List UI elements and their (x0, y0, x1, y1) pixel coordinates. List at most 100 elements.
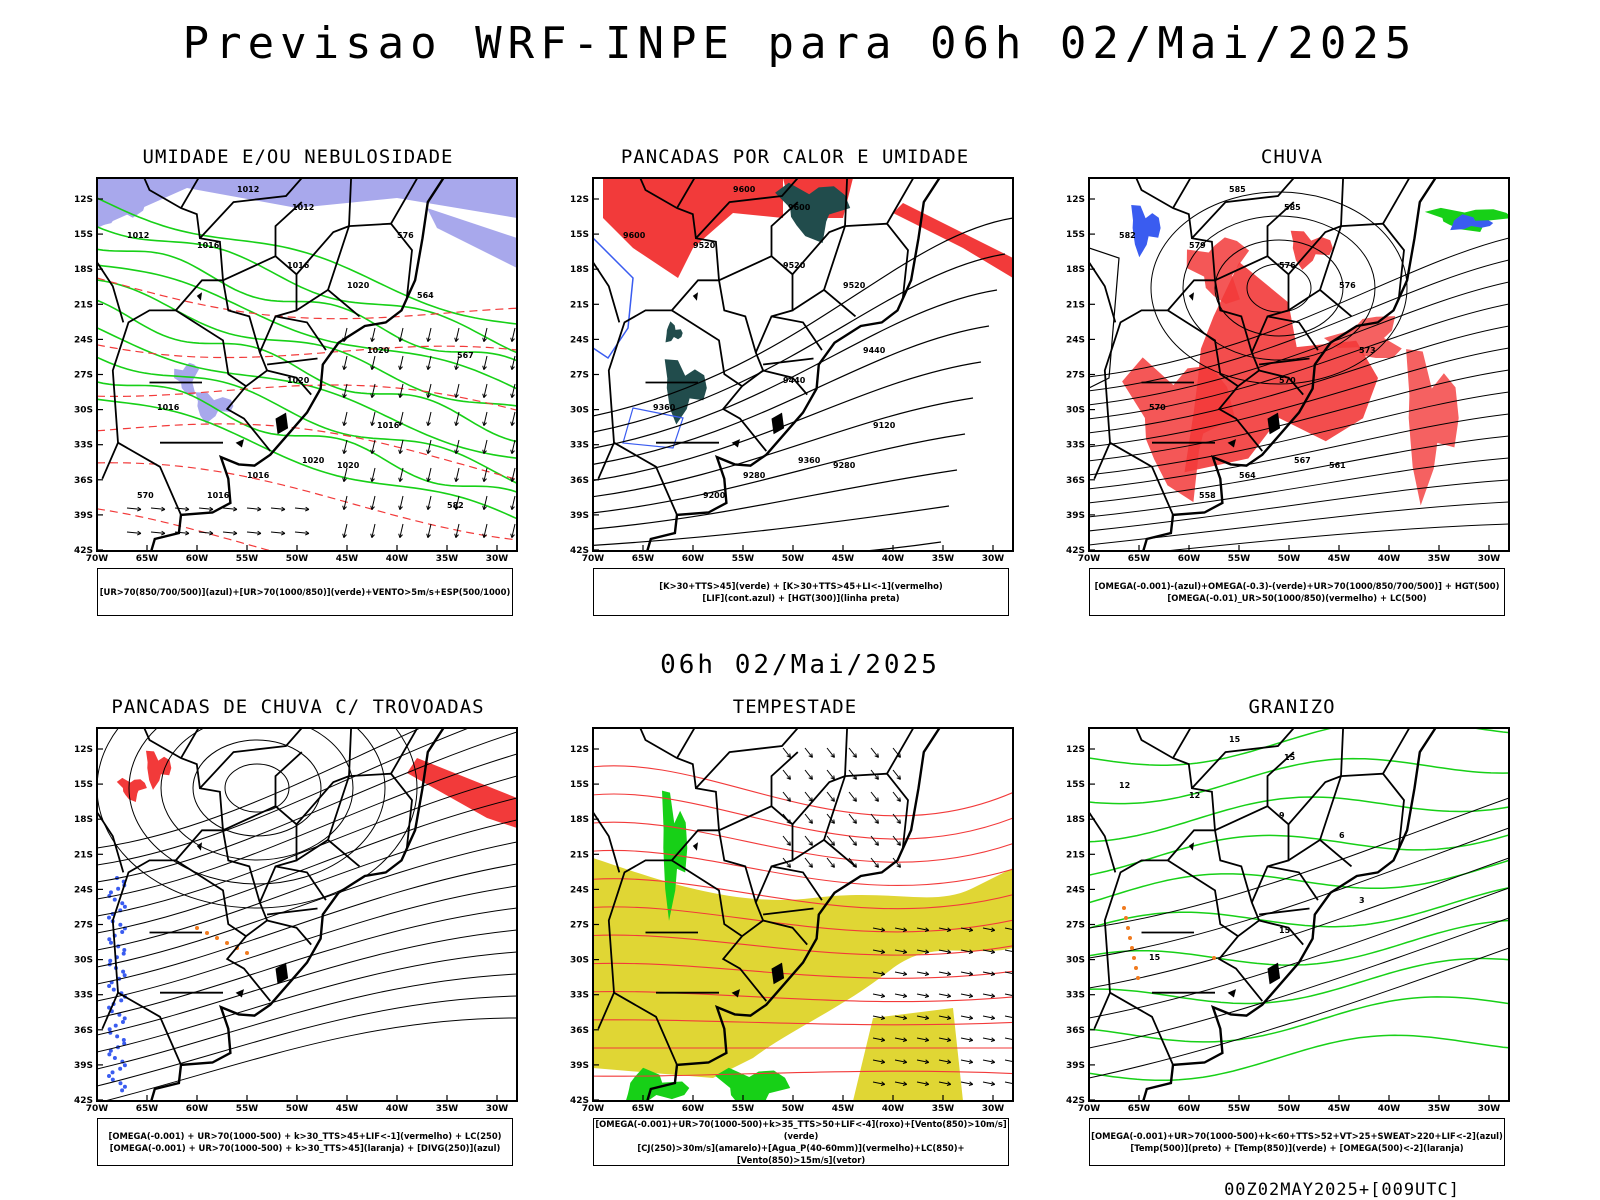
panel-6-title: GRANIZO (1248, 696, 1336, 718)
contour-label: 1020 (302, 456, 325, 465)
lat-tick-label: 39S (74, 1061, 93, 1071)
lon-tick-label: 30W (1478, 1104, 1501, 1114)
contour-label: 1016 (207, 491, 230, 500)
map-chuva: 585 585 582 579 576 576 573 570 570 567 564 561 558 1… (1066, 177, 1510, 564)
lat-tick-label: 30S (74, 956, 93, 966)
contour-label: 1020 (347, 281, 370, 290)
lat-tick-label: 12S (570, 745, 589, 755)
contour-label: 582 (447, 501, 464, 510)
lat-tick-label: 12S (74, 745, 93, 755)
lon-tick-label: 60W (186, 1104, 209, 1114)
lon-tick-label: 70W (582, 554, 605, 564)
lon-tick-label: 55W (236, 554, 259, 564)
panel-3-title: CHUVA (1260, 146, 1324, 168)
contour-label: 9360 (798, 456, 821, 465)
lon-tick-label: 55W (732, 554, 755, 564)
map-granizo: 15 15 12 12 9 6 3 15 15 12S 15S 18S 21S 24S 27S 30S 33S 3… (1066, 727, 1510, 1114)
contour-label: 9600 (733, 185, 756, 194)
lat-tick-label: 36S (570, 1026, 589, 1036)
lon-tick-label: 65W (1128, 1104, 1151, 1114)
lon-tick-label: 70W (86, 1104, 109, 1114)
legend-panel-5: [OMEGA(-0.001)+UR>70(1000-500)+k>35_TTS>… (593, 1118, 1009, 1166)
lon-tick-label: 65W (136, 554, 159, 564)
lat-tick-label: 24S (74, 885, 93, 895)
lon-tick-label: 65W (1128, 554, 1151, 564)
lon-tick-label: 60W (1178, 554, 1201, 564)
lat-tick-label: 33S (1066, 441, 1085, 451)
contour-label: 585 (1229, 185, 1246, 194)
contour-label: 9440 (783, 376, 806, 385)
lon-tick-label: 35W (932, 554, 955, 564)
contour-label: 576 (1339, 281, 1356, 290)
legend-line: [OMEGA(-0.01)_UR>50(1000/850)(vermelho) … (1167, 593, 1427, 603)
lat-tick-label: 21S (570, 850, 589, 860)
contour-label: 15 (1284, 753, 1296, 762)
lat-tick-label: 24S (1066, 335, 1085, 345)
contour-label: 1016 (247, 471, 270, 480)
lon-tick-label: 35W (436, 554, 459, 564)
lon-tick-label: 30W (982, 1104, 1005, 1114)
lon-tick-label: 35W (1428, 1104, 1451, 1114)
lat-tick-label: 27S (570, 371, 589, 381)
lat-tick-label: 18S (74, 265, 93, 275)
legend-line: [OMEGA(-0.001) + UR>70(1000-500) + k>30_… (108, 1131, 502, 1141)
lon-tick-label: 30W (1478, 554, 1501, 564)
contour-label: 9600 (788, 203, 811, 212)
contour-label: 1012 (127, 231, 149, 240)
lat-tick-label: 42S (570, 546, 589, 556)
lat-tick-label: 18S (570, 815, 589, 825)
contour-label: 576 (397, 231, 414, 240)
lon-tick-label: 45W (336, 554, 359, 564)
lon-tick-label: 40W (386, 554, 409, 564)
lat-tick-label: 18S (570, 265, 589, 275)
lat-tick-label: 21S (1066, 850, 1085, 860)
legend-line: [OMEGA(-0.001)+UR>70(1000-500)+k>35_TTS>… (595, 1119, 1007, 1141)
legend-panel-3: [OMEGA(-0.001)-(azul)+OMEGA(-0.3)-(verde… (1089, 568, 1505, 616)
legend-panel-4: [OMEGA(-0.001) + UR>70(1000-500) + k>30_… (97, 1118, 513, 1166)
contour-label: 564 (417, 291, 434, 300)
lat-tick-label: 42S (1066, 1096, 1085, 1106)
lat-tick-label: 18S (1066, 815, 1085, 825)
panel-4-title: PANCADAS DE CHUVA C/ TROVOADAS (111, 696, 485, 718)
lon-tick-label: 30W (982, 554, 1005, 564)
lon-tick-label: 45W (1328, 1104, 1351, 1114)
lon-tick-label: 50W (286, 554, 309, 564)
contour-label: 585 (1284, 203, 1301, 212)
legend-line: [OMEGA(-0.001) + UR>70(1000-500) + k>30_… (109, 1143, 501, 1153)
page-title: Previsao WRF-INPE para 06h 02/Mai/2025 (182, 18, 1418, 69)
lat-tick-label: 15S (570, 230, 589, 240)
lon-tick-label: 45W (1328, 554, 1351, 564)
contour-label: 567 (1294, 456, 1311, 465)
contour-label: 582 (1119, 231, 1136, 240)
lon-tick-label: 30W (486, 554, 509, 564)
legend-line: [OMEGA(-0.001)-(azul)+OMEGA(-0.3)-(verde… (1094, 581, 1500, 591)
legend-panel-6: [OMEGA(-0.001)+UR>70(1000-500)+k<60+TTS>… (1089, 1118, 1505, 1166)
contour-label: 561 (1329, 461, 1346, 470)
map-tempestade: 12S 15S 18S 21S 24S 27S 30S 33S 36S 39S 42S 70W 65W 6… (570, 727, 1014, 1114)
legend-panel-1: [UR>70(850/700/500)](azul)+[UR>70(1000/8… (97, 568, 513, 616)
contour-label: 15 (1149, 953, 1161, 962)
contour-label: 9360 (653, 403, 676, 412)
lon-tick-label: 40W (882, 554, 905, 564)
lat-tick-label: 30S (1066, 406, 1085, 416)
contour-label: 9120 (873, 421, 896, 430)
lat-tick-label: 39S (570, 1061, 589, 1071)
lon-tick-label: 35W (932, 1104, 955, 1114)
lat-tick-label: 15S (74, 230, 93, 240)
legend-line: [LIF](cont.azul) + [HGT(300)](linha pret… (702, 593, 900, 603)
lon-tick-label: 55W (1228, 554, 1251, 564)
lat-tick-label: 42S (1066, 546, 1085, 556)
legend-panel-2: [K>30+TTS>45](verde) + [K>30+TTS>45+LI<-… (593, 568, 1009, 616)
lon-tick-label: 40W (1378, 554, 1401, 564)
contour-label: 570 (137, 491, 154, 500)
lat-tick-label: 12S (1066, 195, 1085, 205)
lat-tick-label: 30S (570, 406, 589, 416)
lat-tick-label: 24S (570, 335, 589, 345)
contour-label: 6 (1339, 831, 1345, 840)
lon-tick-label: 70W (1078, 554, 1101, 564)
lat-tick-label: 36S (1066, 1026, 1085, 1036)
contour-label: 567 (457, 351, 474, 360)
lat-tick-label: 12S (570, 195, 589, 205)
contour-label: 9600 (623, 231, 646, 240)
lat-tick-label: 15S (74, 780, 93, 790)
